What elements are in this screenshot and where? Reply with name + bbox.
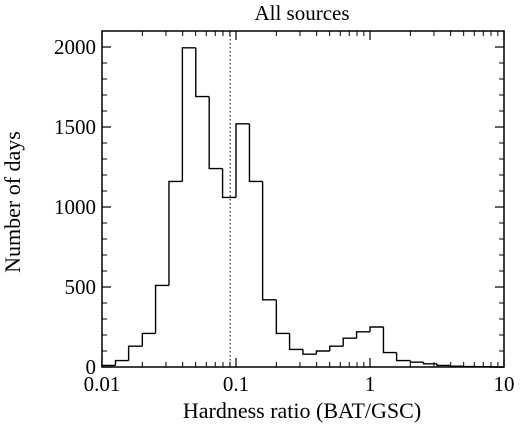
histogram-bin [436, 363, 451, 367]
plot-area: 0 500 1000 1500 2000 0.01 0.1 1 10 [54, 30, 515, 396]
histogram-bin [235, 123, 250, 198]
histogram-bin [369, 326, 384, 332]
y-axis-title: Number of days [0, 131, 25, 273]
histogram-bin [248, 123, 263, 183]
histogram-bin [261, 181, 277, 301]
histogram-bin [208, 96, 223, 170]
histogram-bin [154, 284, 169, 334]
histogram-bin [195, 47, 210, 98]
y-tick-label: 1000 [54, 195, 96, 219]
x-tick-label: 0.1 [223, 372, 249, 396]
histogram-bin [382, 327, 397, 354]
x-tick-label: 0.01 [84, 372, 121, 396]
histogram-bin [315, 350, 330, 355]
y-tick-label: 500 [65, 275, 97, 299]
histogram-bin [168, 180, 183, 286]
histogram-bin [288, 333, 303, 351]
histogram-bin [101, 364, 116, 367]
x-tick-label: 10 [494, 372, 515, 396]
histogram-bin [395, 352, 411, 362]
histogram-bin [114, 359, 129, 366]
histogram-bin [221, 168, 236, 199]
histogram-bin [355, 331, 370, 339]
histogram-bin [329, 345, 344, 351]
histogram-bin [409, 360, 424, 363]
x-tick-label: 1 [365, 372, 376, 396]
histogram-bin [449, 365, 464, 367]
y-tick-label: 1500 [54, 115, 96, 139]
y-tick-label: 2000 [54, 35, 96, 59]
histogram-bin [181, 47, 196, 182]
histogram-bin [422, 362, 437, 365]
histogram-bin [127, 345, 143, 361]
y-tick-label: 0 [86, 355, 97, 379]
histogram-bin [141, 332, 156, 347]
histogram-bin [302, 349, 317, 355]
chart-title: All sources [254, 1, 349, 25]
histogram-bin [342, 337, 357, 347]
plot-frame [101, 30, 505, 368]
x-axis-title: Hardness ratio (BAT/GSC) [183, 398, 421, 423]
histogram-bin [275, 299, 290, 335]
